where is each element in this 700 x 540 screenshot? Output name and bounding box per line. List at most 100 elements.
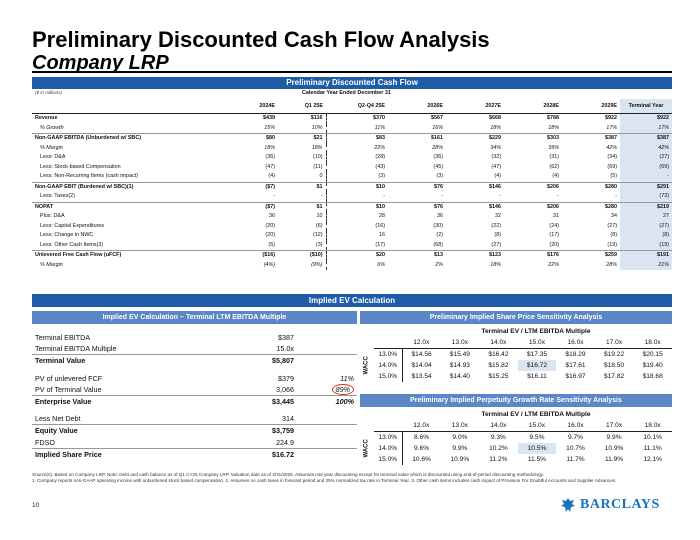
sens-cell: $17.82	[603, 373, 625, 380]
cell-value: (68)	[433, 241, 443, 248]
ev-calc-table: Terminal EBITDA $387 Terminal EBITDA Mul…	[32, 332, 357, 461]
sens-col-header: 16.0x	[556, 337, 595, 349]
ev-row: Terminal Value $5,807	[32, 354, 357, 367]
cell-value: (8)	[610, 232, 617, 238]
cell-value: (4)	[552, 173, 559, 179]
sens-cell: $17.61	[565, 362, 586, 369]
sens-cell: $16.72	[517, 360, 557, 371]
col-header: 2028E	[504, 99, 562, 114]
page-title: Preliminary Discounted Cash Flow Analysi…	[32, 27, 490, 52]
cell-value: $259	[562, 250, 620, 261]
cell-value: (27)	[620, 221, 672, 231]
cell-value: 16	[379, 232, 385, 238]
sens-cell: 9.5%	[529, 434, 545, 441]
cell-value: (4%)	[263, 261, 275, 268]
ev-row: FDSO 224.9	[35, 437, 294, 447]
wacc-axis-label: WACC	[363, 439, 370, 458]
cell-value: (45)	[433, 163, 443, 170]
cell-value: (3)	[278, 240, 327, 251]
sens-header-row: 12.0x 13.0x 14.0x 15.0x 16.0x 17.0x 18.0x	[360, 420, 672, 432]
cell-value: (20)	[549, 241, 559, 248]
dcf-row: % Margin (4%) (9%) 6% 2% 18% 22% 28% 21%	[32, 260, 672, 270]
footnote-notes: 1. Company reports non-GAAP operating in…	[32, 477, 617, 483]
cell-value: $387	[620, 133, 672, 144]
ev-row: Implied Share Price $16.72	[32, 447, 357, 461]
brand-name: BARCLAYS	[580, 497, 660, 512]
sens-row: 15.0% $13.54 $14.40 $15.25 $16.11 $16.97 $17.8…	[360, 371, 672, 382]
row-label: Less: Taxes(2)	[40, 193, 75, 199]
sens-row: 14.0% 9.6% 9.9% 10.2% 10.5% 10.7% 10.9% 11.1%	[360, 443, 672, 454]
ev-row: Less Net Debt 314	[35, 414, 294, 424]
share-price-sens-table: 12.0x 13.0x 14.0x 15.0x 16.0x 17.0x 18.0x WACC 1…	[360, 337, 672, 382]
sens-cell: 9.0%	[452, 434, 468, 441]
dcf-header-row: 2024E Q1 25E Q2-Q4 25E 2026E 2027E 2028E…	[32, 99, 672, 114]
sens-row: 14.0% $14.04 $14.93 $15.82 $16.72 $17.61 $18.5…	[360, 360, 672, 371]
share-price-sens: Terminal EV / LTM EBITDA Multiple 12.0x 1…	[360, 326, 672, 382]
dcf-body: Revenue $439 $116 $370 $567 $668 $788 $922 $922%…	[32, 113, 672, 270]
sens-cell: 10.9%	[604, 445, 624, 452]
sens-cell: 11.1%	[643, 445, 662, 452]
cell-value: 28%	[606, 261, 617, 268]
sens-cell: $18.50	[603, 362, 625, 369]
sens-cell: 10.1%	[643, 434, 663, 441]
footnotes: Source(s): Based on Company LRP. Note: D…	[32, 472, 672, 483]
cell-value: $788	[547, 115, 559, 121]
sens-cell: 10.7%	[566, 445, 585, 452]
cell-value: 10	[278, 212, 327, 222]
cell-value: 36	[437, 213, 443, 219]
sens-cell: $20.15	[642, 351, 663, 358]
sens-col-header: 14.0x	[479, 420, 518, 432]
pgr-sens: Terminal EV / LTM EBITDA Multiple 12.0x 1…	[360, 409, 672, 465]
sens-cell: $15.25	[488, 373, 509, 380]
dcf-row: Less: Other Cash Items(3) (5) (3) (17) (68) (…	[32, 240, 672, 251]
dcf-row: Revenue $439 $116 $370 $567 $668 $788 $922 $922	[32, 113, 672, 124]
cell-value: (24)	[549, 222, 559, 229]
col-header: Q2-Q4 25E	[326, 99, 388, 114]
cell-value: -	[441, 193, 443, 199]
row-label: Non-GAAP EBIT (Burdened w/ SBC)(1)	[32, 181, 220, 192]
cell-value: (22)	[491, 222, 501, 229]
cell-value: 22%	[548, 261, 559, 268]
cell-value: 10%	[278, 123, 327, 134]
cell-value: -	[273, 193, 275, 199]
cell-value: -	[615, 193, 617, 199]
dcf-row: Less: Change in NWC (20) (12) 16 (2) (8) (17) (…	[32, 231, 672, 241]
cell-value: 18%	[278, 143, 327, 153]
ev-row: Equity Value $3,759	[32, 424, 357, 437]
cell-value: -	[499, 193, 501, 199]
cell-value: (5)	[268, 241, 275, 248]
sens-cell: $19.40	[642, 362, 663, 369]
sens-cell: 10.2%	[489, 445, 508, 452]
cell-value: (2)	[436, 232, 443, 238]
cell-value: (3)	[378, 173, 385, 179]
cell-value: 15%	[264, 124, 275, 131]
sens-col-header: 13.0x	[440, 337, 480, 349]
cell-value: 18%	[264, 144, 275, 151]
sens-col-header: 18.0x	[633, 337, 672, 349]
sens-row: 15.0% 10.6% 10.9% 11.2% 11.5% 11.7% 11.9% 12.1%	[360, 454, 672, 465]
dcf-row: Non-GAAP EBIT (Burdened w/ SBC)(1) ($7) $1…	[32, 181, 672, 192]
cell-value: $219	[620, 201, 672, 212]
ev-row: PV of unlevered FCF $379 11%	[35, 373, 354, 383]
row-label: % Margin	[40, 261, 63, 268]
cell-value: ($7)	[220, 201, 278, 212]
cell-value: 34	[611, 213, 617, 219]
wacc-value: 13.0%	[374, 431, 403, 443]
cell-value: (73)	[620, 192, 672, 202]
dcf-row: Non-GAAP EBITDA (Unburdened w/ SBC) $80 $2…	[32, 133, 672, 144]
cell-value: (20)	[265, 222, 275, 229]
sens-cell: 11.9%	[604, 456, 624, 463]
cell-value: $83	[326, 133, 388, 144]
cell-value: ($7)	[220, 181, 278, 192]
dcf-row: Less: Stock-based Compensation (47) (11) (4…	[32, 162, 672, 172]
cell-value: -	[383, 193, 385, 199]
sens-cell: 11.7%	[566, 456, 585, 463]
cell-value: 18%	[490, 124, 501, 131]
sens-cell: $19.22	[603, 351, 625, 358]
cell-value: 2%	[435, 261, 443, 268]
cell-value: (11)	[278, 162, 327, 172]
cell-value: 22%	[374, 144, 385, 151]
row-label: Plus: D&A	[40, 213, 65, 219]
sens-cell: $14.93	[449, 362, 470, 369]
sens-cell: 11.5%	[527, 456, 547, 463]
